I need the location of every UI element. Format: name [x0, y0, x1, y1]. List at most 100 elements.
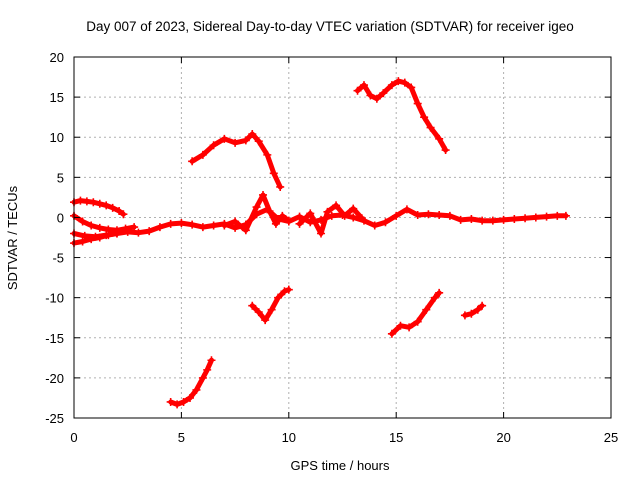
data-point	[372, 94, 381, 103]
axis-ticks: 0 5 10 15 20 25 -25 -20 -15 -10 -5 0 5 10 15 20	[45, 50, 618, 445]
data-point	[130, 223, 139, 232]
series-line	[389, 290, 442, 337]
series-arc-lower-right	[387, 288, 444, 338]
data-point	[104, 225, 113, 234]
data-point	[95, 199, 104, 208]
data-point	[259, 190, 268, 199]
data-point	[241, 226, 250, 235]
series-line	[249, 287, 292, 323]
data-point	[521, 214, 530, 223]
data-point	[553, 211, 562, 220]
y-tick-label: -5	[52, 251, 64, 266]
data-point	[426, 123, 435, 132]
y-axis-title: SDTVAR / TECUs	[5, 185, 20, 290]
data-point	[241, 136, 250, 145]
data-point	[424, 210, 433, 219]
data-point	[478, 216, 487, 225]
data-point	[95, 233, 104, 242]
data-point	[89, 198, 98, 207]
data-point	[76, 196, 85, 205]
data-point	[115, 207, 124, 216]
data-point	[95, 223, 104, 232]
data-point	[102, 201, 111, 210]
data-point	[323, 207, 332, 216]
x-tick-label: 5	[178, 430, 185, 445]
data-point	[198, 223, 207, 232]
data-point	[265, 207, 274, 216]
y-tick-label: -20	[45, 371, 64, 386]
data-point	[445, 211, 454, 220]
data-point	[78, 237, 87, 246]
data-point	[370, 221, 379, 230]
data-point	[78, 217, 87, 226]
data-point	[332, 201, 341, 210]
data-point	[405, 323, 414, 332]
data-point	[510, 215, 519, 224]
series-arc-upper-left	[188, 130, 285, 191]
data-point	[185, 393, 194, 402]
data-point	[112, 226, 121, 235]
data-point	[155, 223, 164, 232]
data-point	[254, 308, 263, 317]
data-point	[166, 397, 175, 406]
data-point	[198, 373, 207, 382]
data-point	[467, 215, 476, 224]
series-arc-mid-burst	[220, 190, 293, 235]
data-point	[488, 216, 497, 225]
data-point	[267, 305, 276, 314]
data-point	[134, 228, 143, 237]
data-point	[263, 150, 272, 159]
data-point	[407, 83, 416, 92]
data-point	[177, 219, 186, 228]
data-point	[473, 305, 482, 314]
data-point	[198, 150, 207, 159]
data-point	[82, 197, 91, 206]
data-point	[467, 309, 476, 318]
series-arc-mid-burst-2	[295, 201, 366, 238]
x-tick-label: 10	[282, 430, 296, 445]
x-tick-label: 15	[389, 430, 403, 445]
y-tick-label: 20	[50, 50, 64, 65]
data-point	[413, 99, 422, 108]
data-point	[420, 113, 429, 122]
data-point	[119, 210, 128, 219]
data-point	[381, 218, 390, 227]
series-arc-upper-right	[353, 77, 450, 155]
data-point	[252, 203, 261, 212]
data-point	[207, 356, 216, 365]
y-tick-label: 10	[50, 130, 64, 145]
data-point	[220, 221, 229, 230]
data-point	[295, 212, 304, 221]
data-point	[392, 211, 401, 220]
y-tick-label: -15	[45, 331, 64, 346]
data-point	[422, 305, 431, 314]
data-point	[278, 211, 287, 220]
data-point	[435, 211, 444, 220]
data-point	[203, 365, 212, 374]
series-arc-near-zero-upper	[70, 196, 128, 219]
y-tick-label: -10	[45, 291, 64, 306]
chart-title: Day 007 of 2023, Sidereal Day-to-day VTE…	[86, 19, 573, 34]
data-point	[413, 317, 422, 326]
data-point	[400, 78, 409, 87]
data-point	[542, 212, 551, 221]
data-point	[231, 217, 240, 226]
data-point	[276, 182, 285, 191]
data-series	[70, 77, 570, 409]
data-point	[269, 169, 278, 178]
series-arc-lower-far-right	[460, 301, 487, 320]
data-point	[271, 219, 280, 228]
data-point	[413, 211, 422, 220]
data-point	[108, 203, 117, 212]
data-point	[340, 211, 349, 220]
data-point	[261, 316, 270, 325]
data-point	[220, 134, 229, 143]
x-tick-label: 20	[496, 430, 510, 445]
data-point	[531, 213, 540, 222]
data-point	[387, 81, 396, 90]
data-point	[317, 229, 326, 238]
data-point	[87, 221, 96, 230]
x-tick-label: 25	[604, 430, 618, 445]
data-point	[353, 86, 362, 95]
data-point	[284, 285, 293, 294]
